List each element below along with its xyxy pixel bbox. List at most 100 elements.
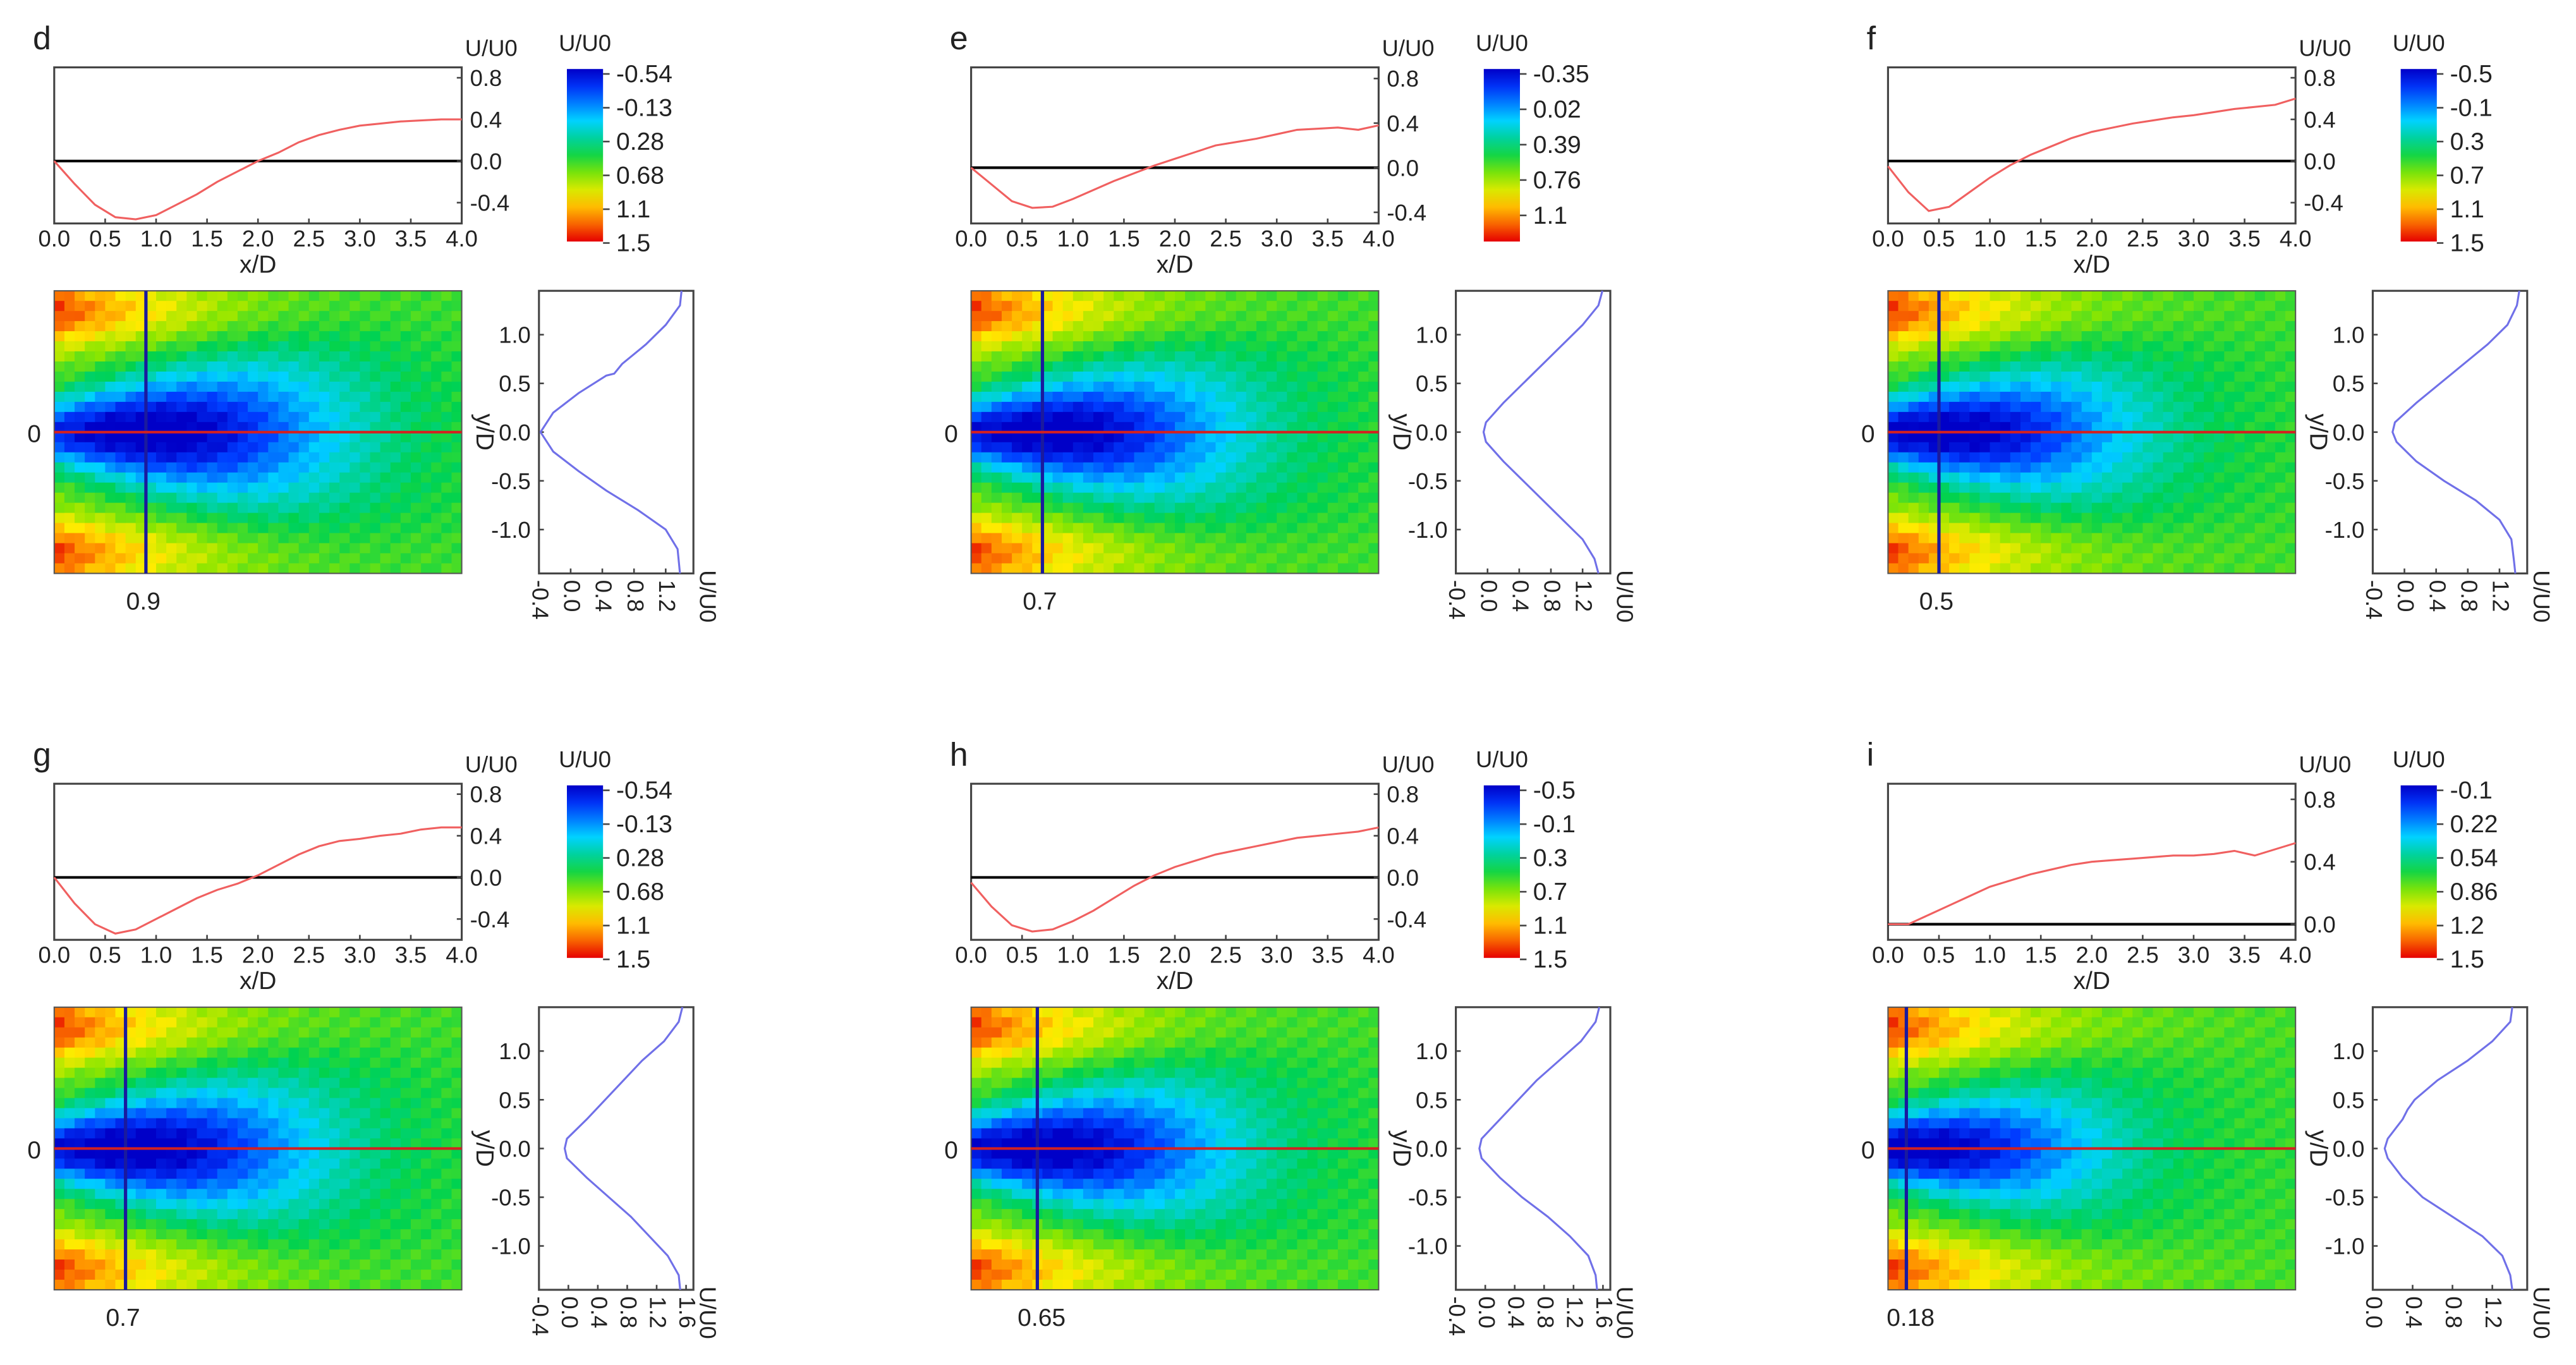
contour-cell — [105, 1219, 116, 1230]
colorbar-tick-label: 1.1 — [2450, 196, 2484, 223]
contour-cell — [1154, 462, 1165, 473]
contour-cell — [319, 301, 330, 312]
contour-cell — [1267, 472, 1277, 483]
contour-cell — [166, 1179, 177, 1189]
contour-cell — [2101, 553, 2113, 564]
contour-cell — [1368, 422, 1379, 433]
contour-cell — [2234, 563, 2245, 574]
contour-cell — [1959, 401, 1970, 413]
contour-cell — [2183, 371, 2194, 382]
contour-cell — [1236, 361, 1247, 372]
contour-cell — [2132, 553, 2143, 564]
contour-cell — [1093, 563, 1104, 574]
contour-cell — [380, 472, 391, 483]
contour-cell — [2020, 442, 2031, 453]
contour-cell — [186, 1128, 198, 1139]
contour-cell — [75, 351, 85, 362]
contour-cell — [217, 1148, 228, 1159]
contour-cell — [64, 1189, 75, 1199]
contour-cell — [1959, 301, 1970, 312]
contour-cell — [981, 1179, 992, 1189]
contour-cell — [1277, 472, 1287, 483]
contour-cell — [411, 482, 422, 494]
contour-cell — [1908, 301, 1919, 312]
contour-cell — [278, 1199, 289, 1210]
contour-cell — [75, 1067, 85, 1079]
contour-cell — [176, 563, 187, 574]
contour-cell — [115, 321, 126, 332]
contour-cell — [2041, 401, 2051, 413]
contour-cell — [1154, 482, 1165, 494]
contour-cell — [1337, 492, 1349, 504]
contour-cell — [441, 553, 453, 564]
contour-cell — [54, 543, 65, 554]
contour-cell — [1908, 553, 1919, 564]
contour-cell — [145, 1088, 157, 1099]
contour-cell — [1959, 502, 1970, 514]
contour-cell — [971, 321, 982, 332]
contour-cell — [370, 1148, 381, 1159]
contour-cell — [1908, 311, 1919, 322]
contour-cell — [1368, 523, 1379, 534]
contour-cell — [258, 482, 269, 494]
contour-cell — [1918, 502, 1929, 514]
contour-cell — [166, 543, 177, 554]
contour-cell — [197, 1118, 208, 1129]
contour-cell — [85, 452, 95, 463]
contour-cell — [1001, 563, 1012, 574]
colorbar-tick-label: -0.5 — [2450, 61, 2493, 88]
contour-cell — [298, 1138, 310, 1149]
colorbar-tick-label: 0.3 — [1533, 845, 1567, 872]
contour-cell — [2214, 492, 2225, 504]
contour-cell — [268, 1017, 279, 1028]
contour-cell — [1072, 422, 1084, 433]
contour-cell — [1103, 543, 1114, 554]
contour-cell — [1205, 502, 1217, 514]
contour-cell — [1337, 391, 1349, 403]
contour-cell — [1256, 432, 1267, 443]
contour-cell — [1297, 321, 1308, 332]
contour-cell — [1918, 472, 1929, 483]
contour-cell — [1175, 331, 1186, 342]
contour-cell — [308, 1108, 320, 1119]
contour-cell — [75, 432, 85, 443]
contour-cell — [1164, 422, 1176, 433]
contour-cell — [1205, 341, 1217, 352]
contour-cell — [329, 472, 340, 483]
contour-cell — [1175, 492, 1186, 504]
contour-cell — [2204, 341, 2215, 352]
contour-cell — [329, 533, 340, 544]
contour-cell — [2071, 513, 2082, 524]
contour-cell — [390, 1199, 401, 1210]
contour-cell — [360, 1239, 371, 1250]
x-tick-label: 0.8 — [1540, 580, 1565, 612]
contour-cell — [197, 1168, 208, 1179]
contour-cell — [125, 1047, 137, 1059]
contour-cell — [1287, 462, 1298, 473]
contour-cell — [1185, 391, 1196, 403]
contour-cell — [1032, 533, 1043, 544]
contour-cell — [339, 1027, 350, 1038]
contour-cell — [1908, 482, 1919, 494]
contour-cell — [176, 1158, 187, 1169]
contour-cell — [2061, 331, 2072, 342]
contour-cell — [1022, 533, 1033, 544]
contour-cell — [2122, 482, 2133, 494]
contour-cell — [1072, 543, 1084, 554]
contour-cell — [411, 1128, 422, 1139]
contour-cell — [1062, 321, 1074, 332]
contour-cell — [400, 1199, 411, 1210]
contour-cell — [319, 361, 330, 372]
contour-cell — [451, 1047, 463, 1059]
contour-cell — [339, 442, 350, 453]
contour-cell — [1144, 401, 1155, 413]
contour-cell — [1317, 513, 1328, 524]
contour-cell — [95, 462, 106, 473]
contour-cell — [105, 1158, 116, 1169]
contour-cell — [339, 1067, 350, 1079]
contour-cell — [1042, 442, 1054, 453]
contour-cell — [64, 1047, 75, 1059]
contour-cell — [1327, 492, 1339, 504]
contour-cell — [1195, 331, 1206, 342]
contour-cell — [1103, 391, 1114, 403]
